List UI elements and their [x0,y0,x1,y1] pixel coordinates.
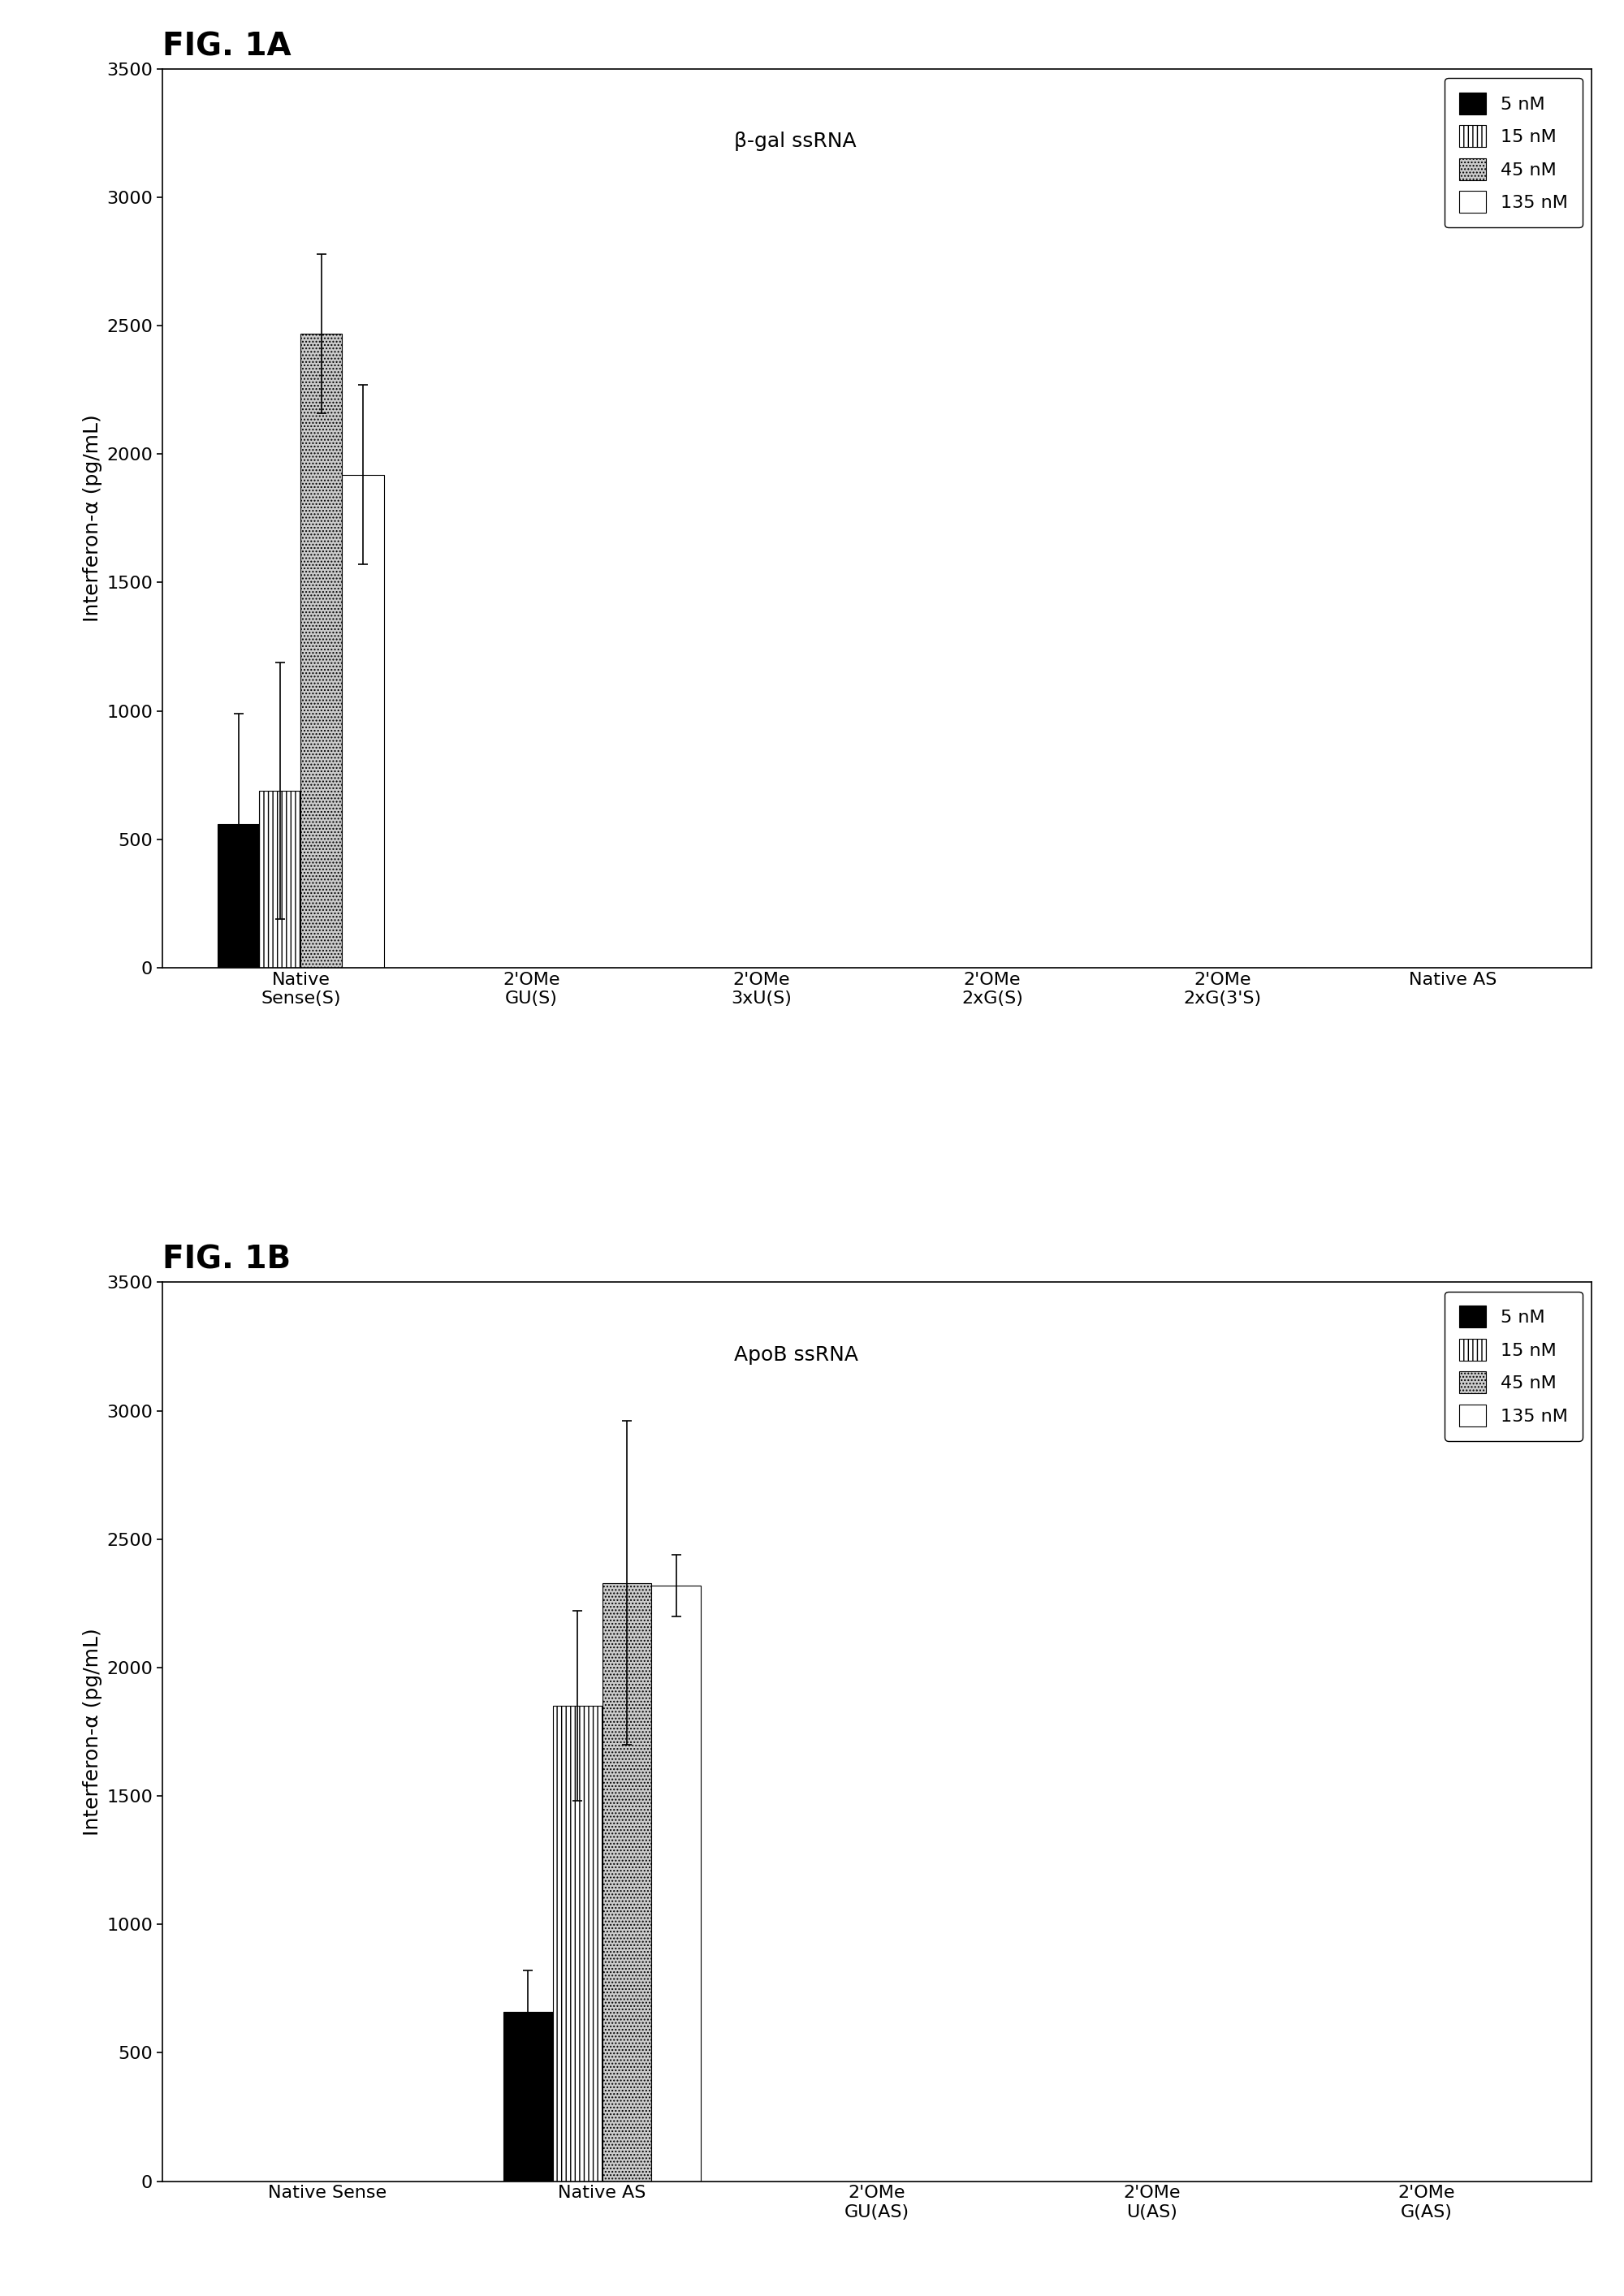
Y-axis label: Interferon-α (pg/mL): Interferon-α (pg/mL) [83,416,102,622]
Bar [503,2011,552,2181]
Text: β-gal ssRNA: β-gal ssRNA [734,131,856,152]
Legend: 5 nM, 15 nM, 45 nM, 135 nM: 5 nM, 15 nM, 45 nM, 135 nM [1445,78,1582,227]
Text: FIG. 1A: FIG. 1A [162,30,291,62]
Text: FIG. 1B: FIG. 1B [162,1244,291,1274]
Bar [218,824,260,967]
Text: ApoB ssRNA: ApoB ssRNA [734,1345,857,1364]
Bar [343,475,383,967]
Y-axis label: Interferon-α (pg/mL): Interferon-α (pg/mL) [83,1628,102,1835]
Legend: 5 nM, 15 nM, 45 nM, 135 nM: 5 nM, 15 nM, 45 nM, 135 nM [1445,1290,1582,1442]
Bar [603,1582,651,2181]
Bar [260,790,300,967]
Bar [651,1584,702,2181]
Bar [552,1706,603,2181]
Bar [300,333,343,967]
